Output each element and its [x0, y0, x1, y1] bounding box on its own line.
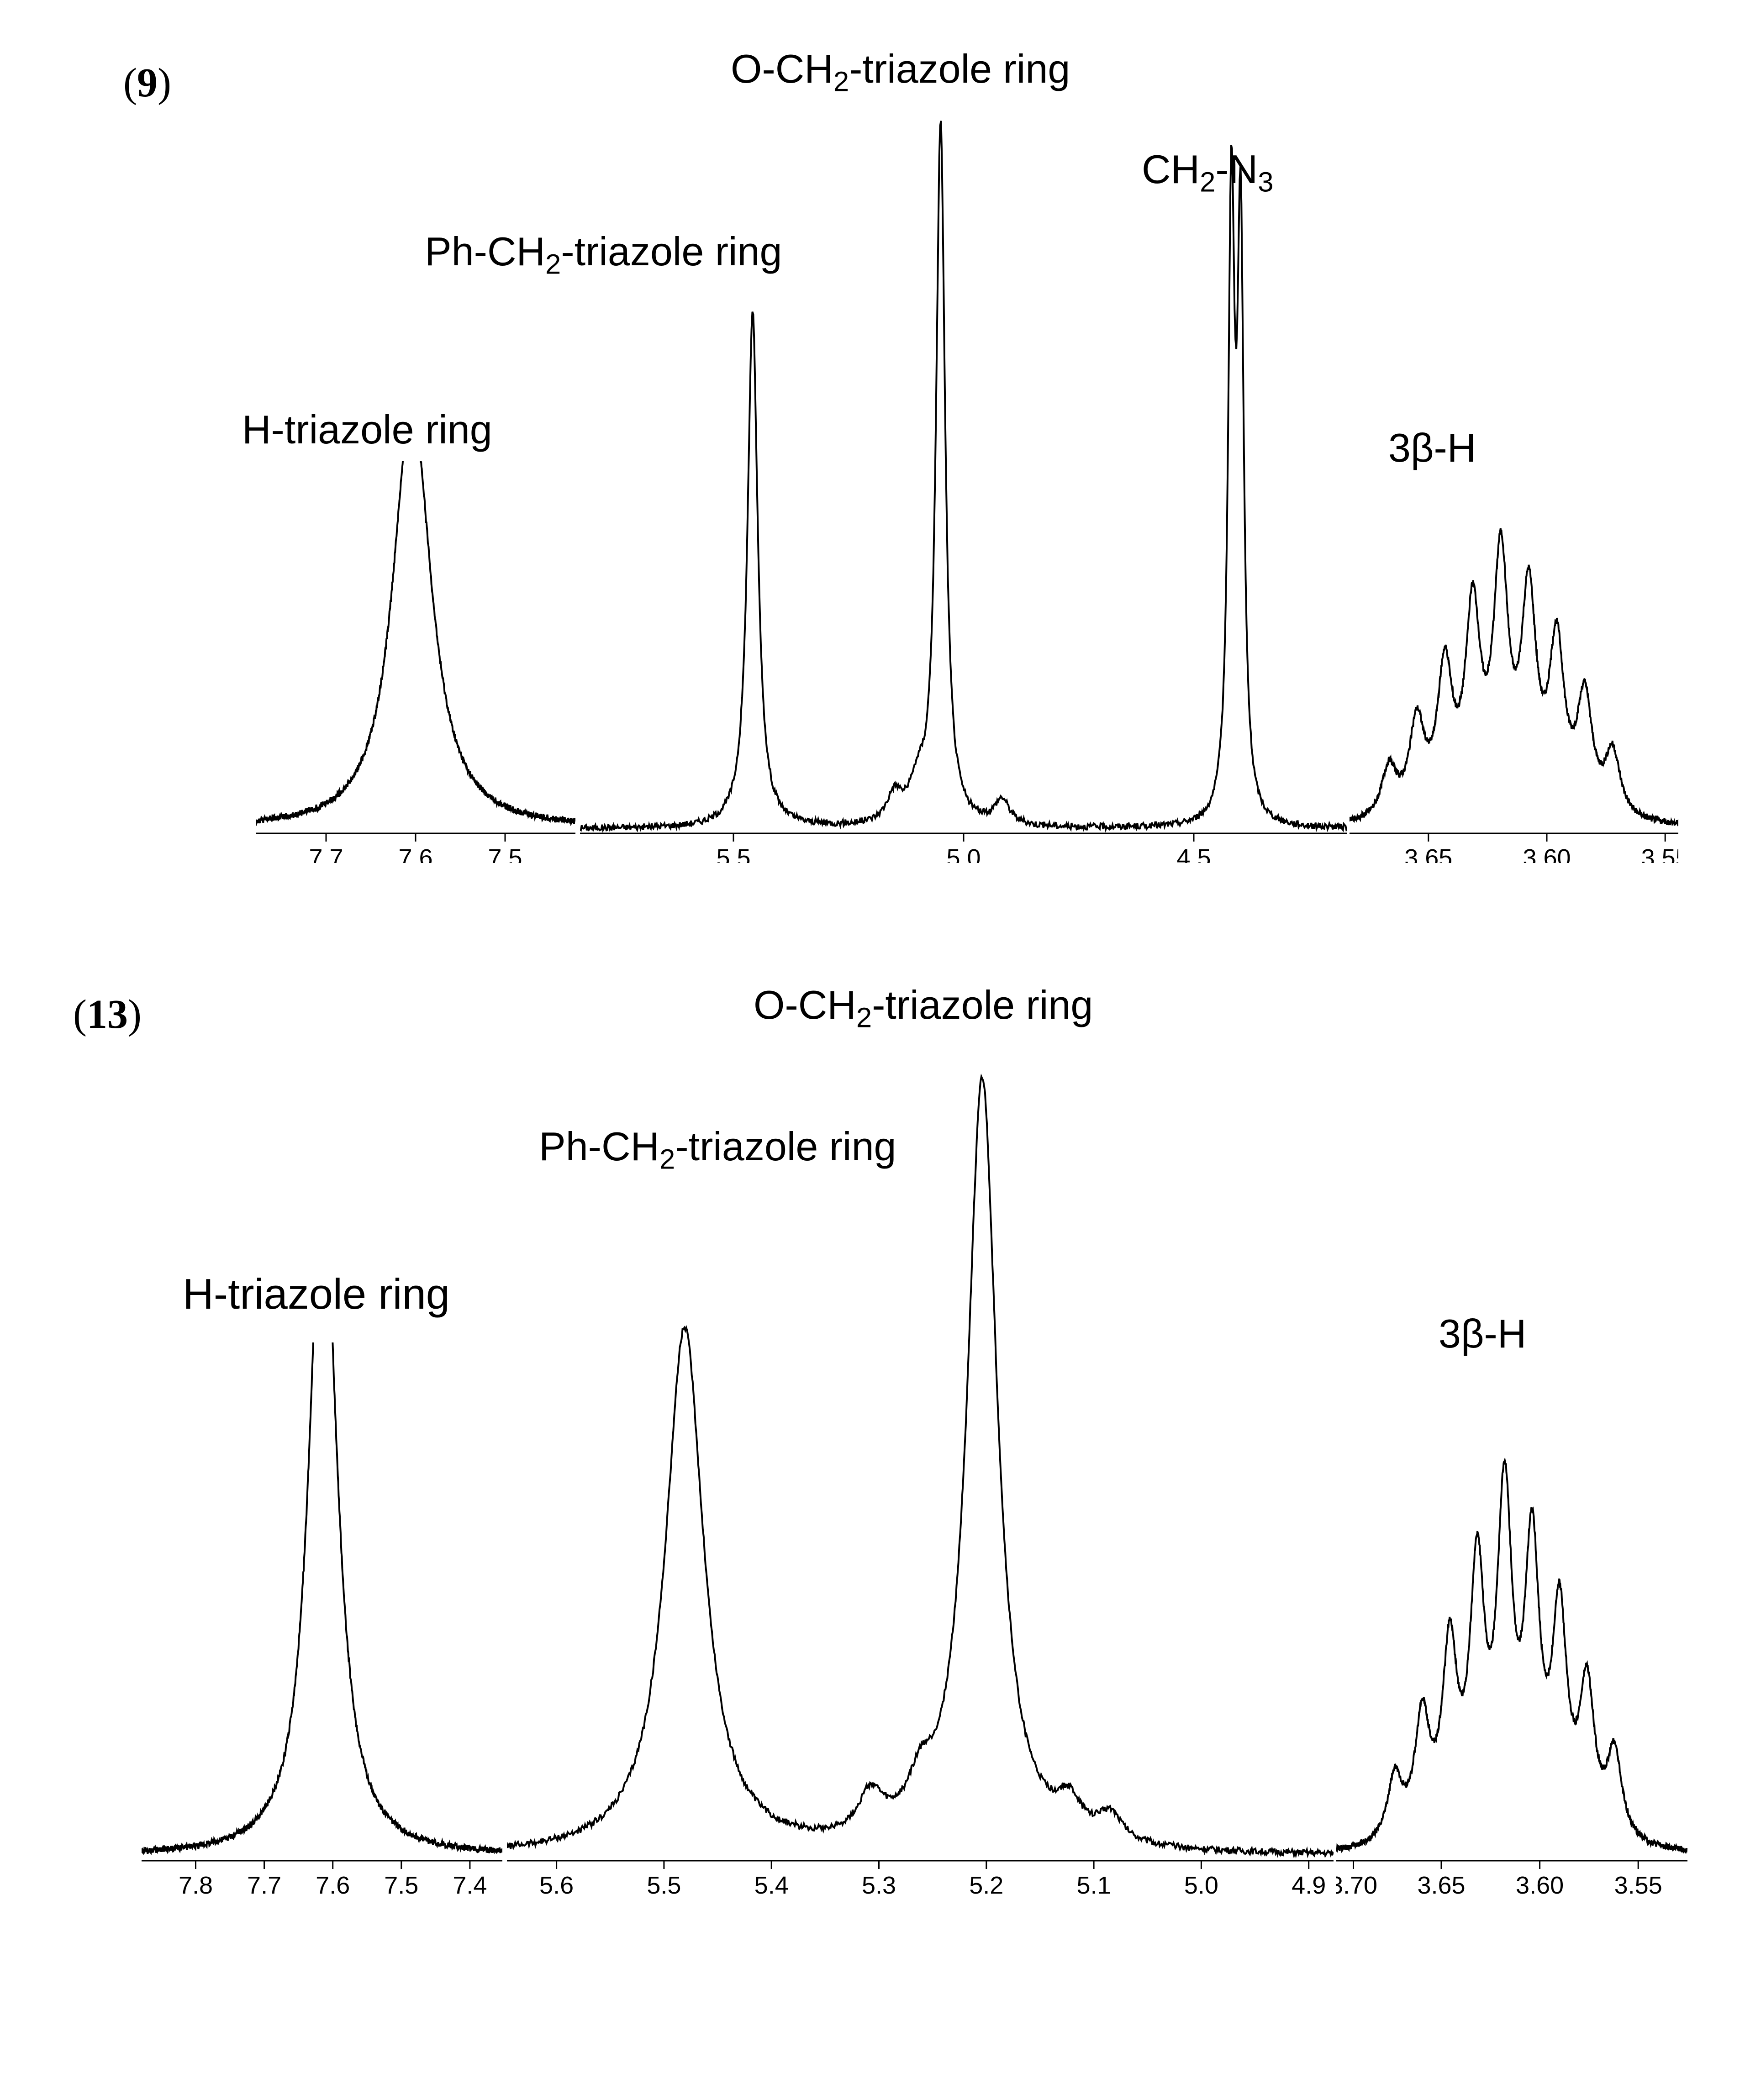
- peak-label: 3β-H: [1388, 425, 1476, 471]
- spectrum-trace: [142, 1342, 502, 1854]
- peak-label: O-CH2-triazole ring: [754, 982, 1093, 1034]
- compound-13-paren-close: ): [128, 992, 142, 1037]
- compound-13-paren-open: (: [73, 992, 87, 1037]
- spectrum-panel3: 3.653.603.55ppm: [1350, 484, 1678, 863]
- tick-label: 5.1: [1077, 1872, 1111, 1895]
- nmr-figure: (9) (13) O-CH2-triazole ringCH2-N3Ph-CH2…: [0, 0, 1745, 2100]
- tick-label: 4.5: [1176, 844, 1211, 863]
- spectrum-trace: [580, 121, 1347, 831]
- spectrum-panel3b: 3.703.653.603.55ppm: [1336, 1352, 1687, 1895]
- compound-9-paren-open: (: [123, 60, 137, 105]
- tick-label: 3.65: [1417, 1872, 1465, 1895]
- tick-label: 5.5: [647, 1872, 681, 1895]
- spectrum-trace: [507, 1077, 1334, 1856]
- tick-label: 3.55: [1614, 1872, 1662, 1895]
- tick-label: 4.9: [1292, 1872, 1326, 1895]
- tick-label: 5.5: [716, 844, 750, 863]
- peak-label: 3β-H: [1439, 1311, 1526, 1357]
- compound-9-num: 9: [137, 60, 158, 105]
- spectrum-panel1b: 7.87.77.67.57.4ppm: [142, 1342, 502, 1895]
- tick-label: 5.3: [862, 1872, 896, 1895]
- tick-label: 7.7: [309, 844, 343, 863]
- tick-label: 5.2: [969, 1872, 1003, 1895]
- compound-13-num: 13: [87, 992, 128, 1037]
- spectrum-trace: [1336, 1461, 1687, 1853]
- spectrum-trace: [1350, 528, 1678, 826]
- spectrum-panel1: 7.77.67.5ppm: [256, 461, 575, 863]
- tick-label: 7.6: [316, 1872, 350, 1895]
- spectrum-trace: [256, 461, 575, 824]
- compound-13-label: (13): [73, 991, 142, 1038]
- compound-9-paren-close: ): [158, 60, 171, 105]
- tick-label: 7.4: [453, 1872, 487, 1895]
- tick-label: 3.55: [1641, 844, 1678, 863]
- tick-label: 3.65: [1404, 844, 1452, 863]
- tick-label: 3.70: [1336, 1872, 1377, 1895]
- tick-label: 3.60: [1516, 1872, 1564, 1895]
- peak-label: H-triazole ring: [242, 406, 492, 453]
- tick-label: 7.7: [247, 1872, 281, 1895]
- tick-label: 5.4: [754, 1872, 789, 1895]
- peak-label: H-triazole ring: [183, 1269, 450, 1319]
- compound-9-label: (9): [123, 59, 171, 106]
- tick-label: 5.6: [539, 1872, 574, 1895]
- tick-label: 7.8: [179, 1872, 213, 1895]
- tick-label: 7.5: [384, 1872, 418, 1895]
- spectrum-panel2b: 5.6 5.5 5.4 5.3 5.2 5.1 5.0 4.9: [507, 1050, 1334, 1895]
- tick-label: 7.5: [488, 844, 522, 863]
- tick-label: 7.6: [398, 844, 432, 863]
- peak-label: O-CH2-triazole ring: [731, 46, 1070, 98]
- spectrum-panel2: 5.5 5.0 4.5: [580, 96, 1347, 863]
- tick-label: 5.0: [946, 844, 981, 863]
- tick-label: 5.0: [1184, 1872, 1218, 1895]
- tick-label: 3.60: [1523, 844, 1571, 863]
